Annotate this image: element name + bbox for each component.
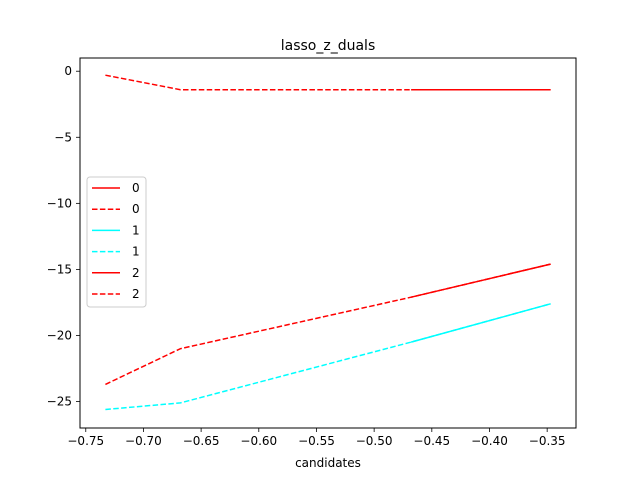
chart-title: lasso_z_duals [281,38,376,54]
x-tick-label: −0.65 [183,434,220,448]
y-tick-label: −15 [47,262,72,276]
series-line-1 [105,74,551,91]
x-tick-label: −0.60 [240,434,277,448]
legend-label: 0 [132,202,140,216]
x-tick-label: −0.70 [125,434,162,448]
series-line-2 [410,303,551,343]
y-tick-label: −25 [47,395,72,409]
x-tick-label: −0.55 [298,434,335,448]
y-tick-label: 0 [64,64,72,78]
x-tick-label: −0.40 [471,434,508,448]
legend-label: 0 [132,181,140,195]
x-tick-label: −0.50 [356,434,393,448]
x-tick-label: −0.45 [413,434,450,448]
plot-frame [79,57,577,429]
series-layer [105,74,551,411]
legend-label: 1 [132,245,140,259]
y-axis: 0 −5 −10 −15 −20 −25 [47,64,80,409]
x-tick-label: −0.35 [529,434,566,448]
series-line-5 [105,263,551,386]
series-line-3 [105,303,551,411]
legend-label: 2 [132,287,140,301]
legend-label: 2 [132,266,140,280]
legend-label: 1 [132,223,140,237]
x-axis: −0.75 −0.70 −0.65 −0.60 −0.55 −0.50 −0.45 −0.40… [67,428,566,448]
y-tick-label: −20 [47,329,72,343]
legend: 0 0 1 1 2 2 [86,176,147,308]
x-tick-label: −0.75 [67,434,104,448]
y-tick-label: −5 [54,130,72,144]
y-tick-label: −10 [47,196,72,210]
x-axis-label: candidates [295,456,361,470]
